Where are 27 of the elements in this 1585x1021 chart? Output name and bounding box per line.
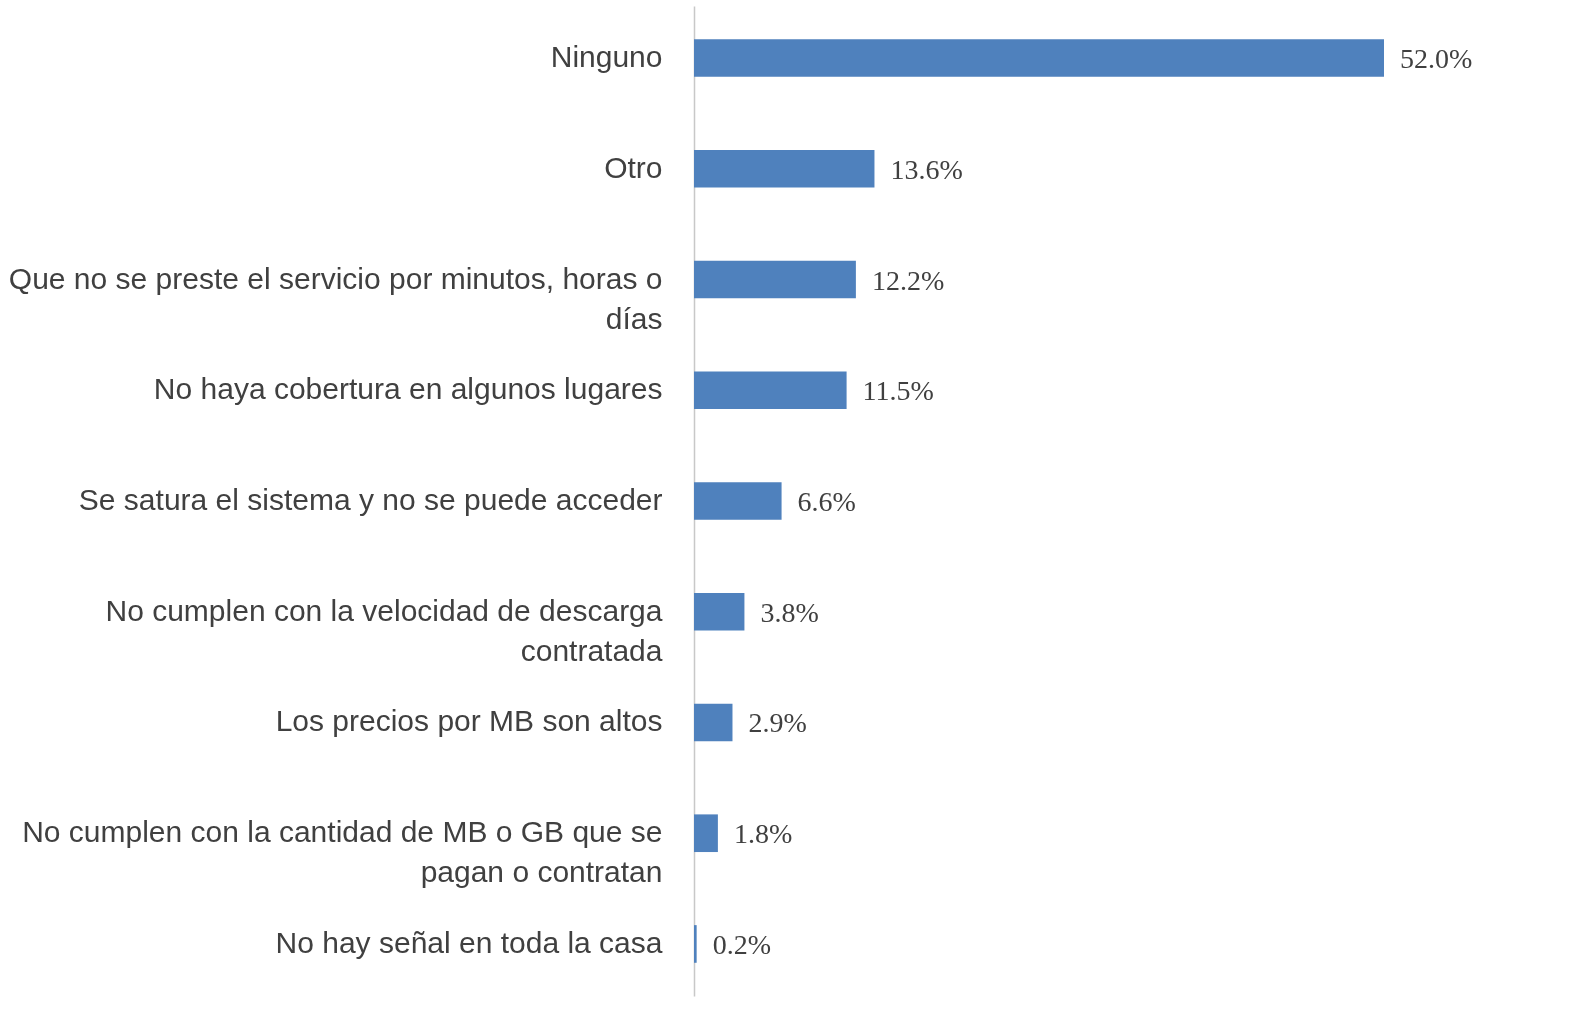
y-tick-label: Los precios por MB son altos [275,704,663,738]
bar [694,814,718,853]
y-tick-label: Que no se preste el servicio por minutos, horas o días [8,261,663,335]
data-label: 12.2% [871,264,945,296]
bar [694,592,745,631]
bar [694,925,697,963]
data-label: 1.8% [733,818,793,850]
y-tick-label: No cumplen con la cantidad de MB o GB que se pagan o contratan [22,815,663,889]
data-label: 0.2% [712,928,771,960]
data-label: 2.9% [748,707,807,739]
y-tick-label: No cumplen con la velocidad de descarga contratada [105,593,663,667]
bar [694,703,733,742]
data-label: 6.6% [797,486,856,517]
y-tick-label: No hay señal en toda la casa [275,925,663,959]
bar [694,149,875,188]
data-label: 52.0% [1400,43,1473,75]
bar [694,260,856,299]
y-tick-label: Se satura el sistema y no se puede acceder [78,483,663,516]
data-label: 3.8% [760,596,819,628]
data-label: 13.6% [890,153,963,185]
bar [694,482,782,520]
data-label: 11.5% [862,375,934,407]
y-tick-label: Otro [604,150,663,184]
y-tick-label: Ninguno [550,40,663,74]
bar [694,371,847,410]
y-tick-label: No haya cobertura en algunos lugares [153,372,663,406]
bar [694,39,1384,77]
